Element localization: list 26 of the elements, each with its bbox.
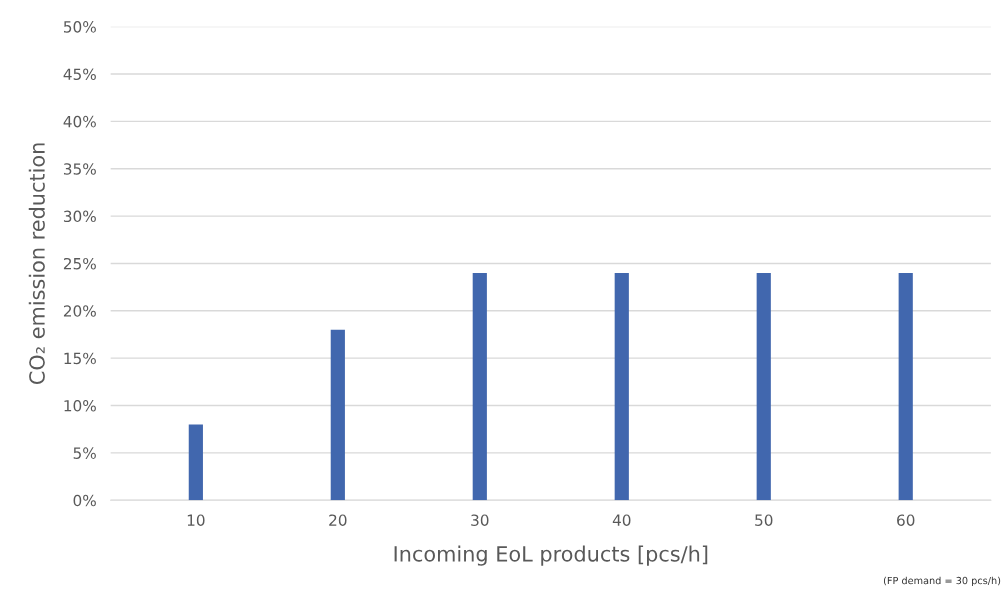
y-tick-label: 15%	[64, 352, 96, 365]
y-tick-label: 35%	[63, 163, 96, 175]
bar	[472, 272, 487, 501]
y-tick-label: 10%	[64, 399, 96, 412]
bar	[898, 272, 913, 501]
bar	[188, 424, 203, 501]
bar	[756, 272, 771, 501]
y-tick-label: 30%	[63, 210, 96, 223]
y-tick-label: 5%	[73, 447, 96, 459]
y-tick-label: 50%	[63, 21, 96, 33]
y-tick-label: 0%	[73, 494, 96, 507]
x-tick-label: 20	[329, 514, 347, 526]
x-tick-label: 60	[897, 514, 915, 526]
y-axis-title: CO₂ emission reduction	[28, 143, 45, 385]
y-tick-label: 25%	[63, 257, 96, 270]
bar	[330, 329, 345, 501]
bar	[614, 272, 629, 501]
x-tick-label: 50	[755, 514, 773, 526]
y-tick-label: 45%	[63, 68, 96, 81]
y-tick-label: 40%	[63, 115, 96, 128]
text: (FP demand = 30 pcs/h)	[883, 576, 1001, 587]
x-tick-label: 40	[612, 514, 631, 526]
x-tick-label: 10	[187, 514, 205, 526]
x-tick-label: 30	[471, 514, 489, 526]
y-tick-label: 20%	[63, 305, 96, 317]
x-axis-title: Incoming EoL products [pcs/h]	[394, 545, 708, 566]
